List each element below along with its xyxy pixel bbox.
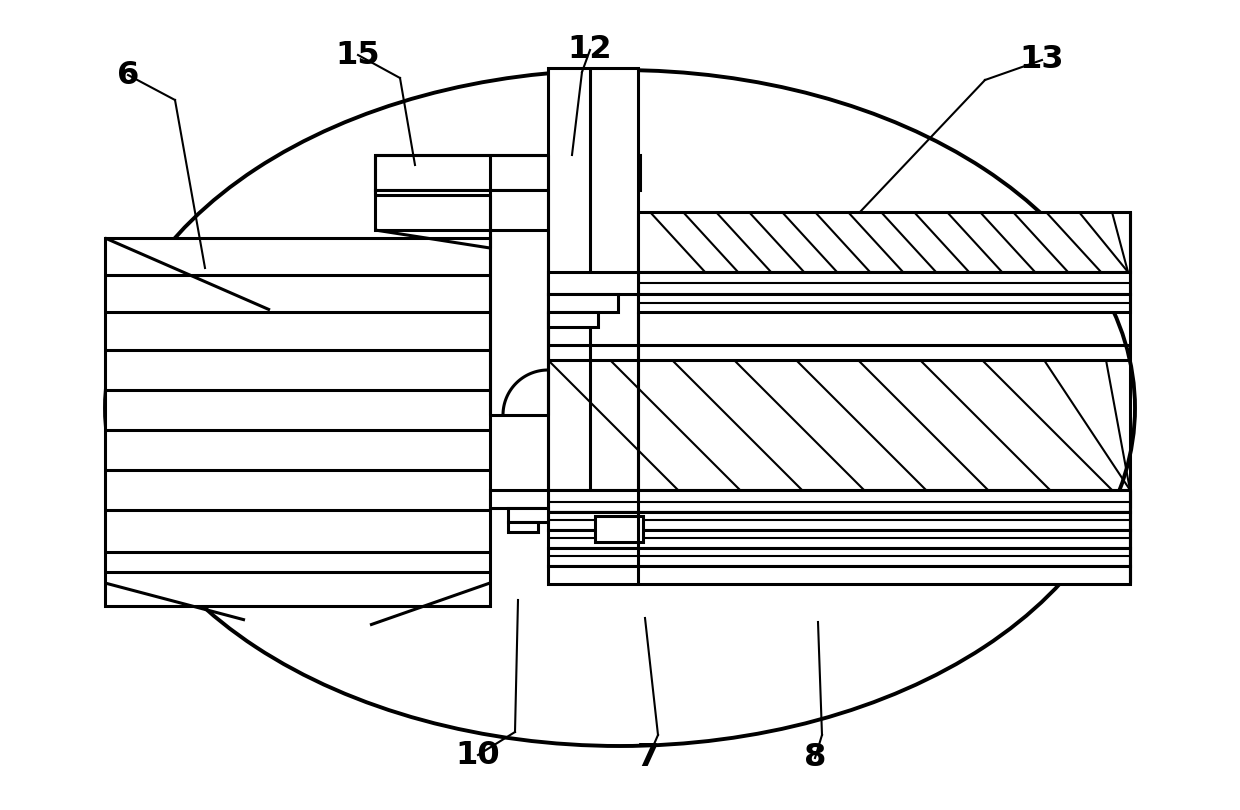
Bar [105, 238, 490, 606]
Bar [595, 516, 644, 542]
Bar [639, 294, 1130, 312]
Bar [548, 512, 1130, 530]
Bar [490, 490, 548, 508]
Bar [548, 490, 1130, 512]
Bar [548, 272, 639, 294]
Bar [548, 548, 1130, 566]
Bar [548, 294, 618, 312]
Ellipse shape [105, 70, 1135, 746]
Bar [639, 212, 1130, 272]
Text: 6: 6 [117, 59, 139, 91]
Text: 13: 13 [1019, 45, 1064, 75]
Text: 8: 8 [804, 743, 826, 774]
Bar [508, 522, 538, 532]
Bar [548, 566, 1130, 584]
Bar [548, 312, 598, 327]
Bar [548, 530, 1130, 548]
Text: 12: 12 [568, 35, 613, 66]
Bar [508, 508, 548, 522]
Text: 15: 15 [336, 40, 381, 70]
Text: 7: 7 [637, 743, 660, 774]
Text: 10: 10 [455, 740, 500, 770]
Bar [548, 68, 639, 508]
Bar [374, 190, 553, 230]
Bar [374, 155, 640, 190]
Bar [639, 272, 1130, 294]
